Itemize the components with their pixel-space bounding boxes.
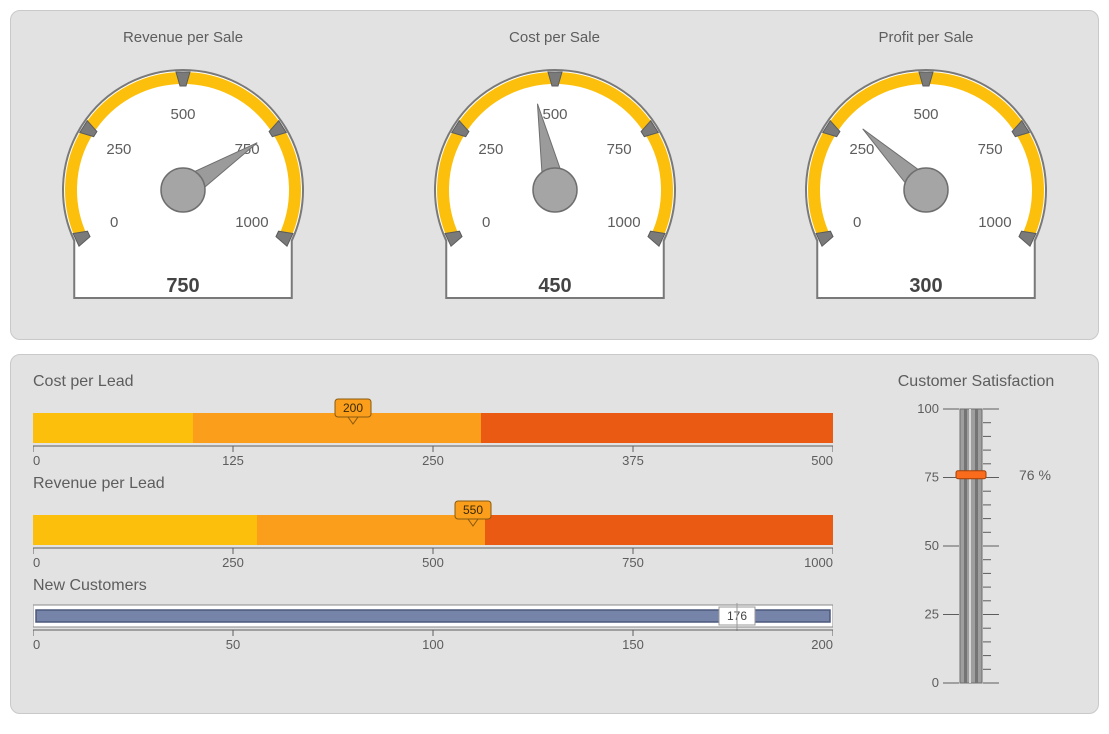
svg-text:150: 150 — [622, 637, 644, 649]
svg-text:375: 375 — [622, 453, 644, 465]
svg-text:200: 200 — [811, 637, 833, 649]
gauge-cost-per-sale: Cost per Sale 0 250 500 750 1000 450 — [405, 29, 705, 320]
svg-text:76 %: 76 % — [1019, 467, 1051, 483]
gauge-title: Profit per Sale — [776, 29, 1076, 46]
svg-text:50: 50 — [925, 538, 939, 553]
svg-text:50: 50 — [226, 637, 240, 649]
svg-text:1000: 1000 — [235, 214, 268, 231]
svg-text:200: 200 — [343, 401, 363, 415]
svg-text:500: 500 — [170, 106, 195, 123]
svg-text:0: 0 — [33, 637, 40, 649]
svg-text:750: 750 — [606, 141, 631, 158]
simple-bar-body: 176050100150200 — [33, 601, 836, 649]
gauge-profit-per-sale: Profit per Sale 0 250 500 750 1000 300 — [776, 29, 1076, 320]
svg-text:250: 250 — [849, 141, 874, 158]
svg-text:1000: 1000 — [978, 214, 1011, 231]
svg-text:75: 75 — [925, 470, 939, 485]
gauge-title: Cost per Sale — [405, 29, 705, 46]
svg-text:1000: 1000 — [804, 555, 833, 567]
svg-text:0: 0 — [110, 214, 118, 231]
hbar-new-customers: New Customers 176050100150200 — [33, 577, 836, 649]
hbar-title: Revenue per Lead — [33, 475, 836, 493]
svg-text:250: 250 — [106, 141, 131, 158]
hbar-body: 0 250 500 750 1000 550 — [33, 499, 836, 567]
svg-text:300: 300 — [909, 275, 942, 297]
svg-text:0: 0 — [481, 214, 489, 231]
hbar-cost-per-lead: Cost per Lead 0 125 250 375 500 200 — [33, 373, 836, 465]
svg-text:100: 100 — [422, 637, 444, 649]
gauge-title: Revenue per Sale — [33, 29, 333, 46]
svg-text:250: 250 — [422, 453, 444, 465]
horizontal-bars-column: Cost per Lead 0125250375500200 Revenue p… — [33, 373, 876, 695]
svg-text:750: 750 — [622, 555, 644, 567]
svg-text:500: 500 — [913, 106, 938, 123]
gauge-body: 02505007501000750 — [33, 50, 333, 320]
svg-text:0: 0 — [932, 675, 939, 690]
svg-text:25: 25 — [925, 607, 939, 622]
thermo-title: Customer Satisfaction — [876, 373, 1076, 391]
svg-text:450: 450 — [538, 275, 571, 297]
svg-text:0: 0 — [853, 214, 861, 231]
svg-text:100: 100 — [917, 401, 939, 416]
gauges-panel: Revenue per Sale 0 250 500 750 1000 750 Cost … — [10, 10, 1099, 340]
bars-panel: Cost per Lead 0125250375500200 Revenue p… — [10, 354, 1099, 714]
gauge-body: 0 250 500 750 1000 300 — [776, 50, 1076, 320]
svg-text:250: 250 — [222, 555, 244, 567]
svg-text:500: 500 — [811, 453, 833, 465]
gauge-revenue-per-sale: Revenue per Sale 02505007501000750 — [33, 29, 333, 320]
svg-text:750: 750 — [166, 275, 199, 297]
svg-text:250: 250 — [478, 141, 503, 158]
svg-text:0: 0 — [33, 555, 40, 567]
svg-text:500: 500 — [542, 106, 567, 123]
svg-text:0: 0 — [33, 453, 40, 465]
thermo-body: 0 25 50 75 100 76 % — [876, 397, 1076, 702]
dashboard-page: Revenue per Sale 02505007501000750 Cost … — [0, 0, 1109, 734]
gauge-body: 0 250 500 750 1000 450 — [405, 50, 705, 320]
hbar-title: New Customers — [33, 577, 836, 595]
hbar-title: Cost per Lead — [33, 373, 836, 391]
svg-text:1000: 1000 — [607, 214, 640, 231]
svg-text:550: 550 — [463, 503, 483, 517]
hbar-revenue-per-lead: Revenue per Lead 0 250 500 750 1000 550 — [33, 475, 836, 567]
svg-text:125: 125 — [222, 453, 244, 465]
thermo-customer-satisfaction: Customer Satisfaction 0 25 50 75 100 76 % — [876, 373, 1076, 695]
svg-text:750: 750 — [978, 141, 1003, 158]
hbar-body: 0 125 250 375 500 200 — [33, 397, 836, 465]
svg-text:500: 500 — [422, 555, 444, 567]
